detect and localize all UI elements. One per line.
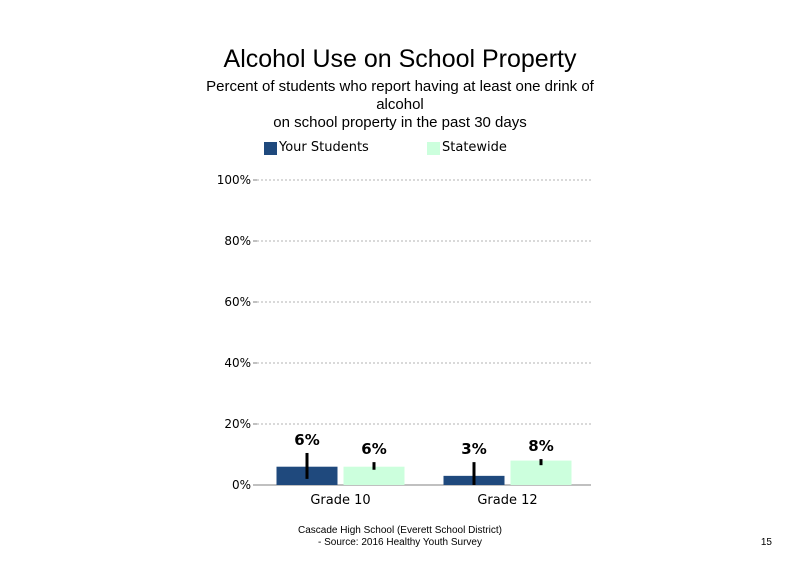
x-tick-label: Grade 10 bbox=[310, 493, 370, 508]
chart-subtitle: Percent of students who report having at… bbox=[175, 78, 625, 132]
footer-line-2: - Source: 2016 Healthy Youth Survey bbox=[318, 537, 482, 548]
data-label: 8% bbox=[528, 437, 553, 455]
legend-swatch-your-students bbox=[264, 141, 277, 155]
x-tick-label: Grade 12 bbox=[477, 493, 537, 508]
subtitle-line-3: on school property in the past 30 days bbox=[273, 114, 527, 131]
legend-swatch-statewide bbox=[427, 141, 440, 155]
y-tick-label: 80% bbox=[224, 234, 251, 248]
page-number: 15 bbox=[760, 537, 772, 548]
legend-label-statewide: Statewide bbox=[442, 140, 507, 155]
subtitle-line-1: Percent of students who report having at… bbox=[206, 78, 594, 95]
legend-item-statewide: Statewide bbox=[427, 140, 507, 156]
data-label: 3% bbox=[461, 440, 486, 458]
y-tick-label: 100% bbox=[217, 173, 251, 187]
footer-line-1: Cascade High School (Everett School Dist… bbox=[298, 525, 502, 536]
y-tick-label: 60% bbox=[224, 295, 251, 309]
y-tick-label: 40% bbox=[224, 356, 251, 370]
data-label: 6% bbox=[294, 431, 319, 449]
footer-source: Cascade High School (Everett School Dist… bbox=[260, 525, 540, 549]
legend-item-your-students: Your Students bbox=[264, 140, 369, 156]
data-label: 6% bbox=[361, 440, 386, 458]
subtitle-line-2: alcohol bbox=[376, 96, 424, 113]
y-tick-label: 0% bbox=[232, 478, 251, 492]
y-tick-label: 20% bbox=[224, 417, 251, 431]
legend-label-your-students: Your Students bbox=[279, 140, 369, 155]
bar bbox=[343, 466, 405, 485]
chart-title: Alcohol Use on School Property bbox=[223, 45, 577, 73]
